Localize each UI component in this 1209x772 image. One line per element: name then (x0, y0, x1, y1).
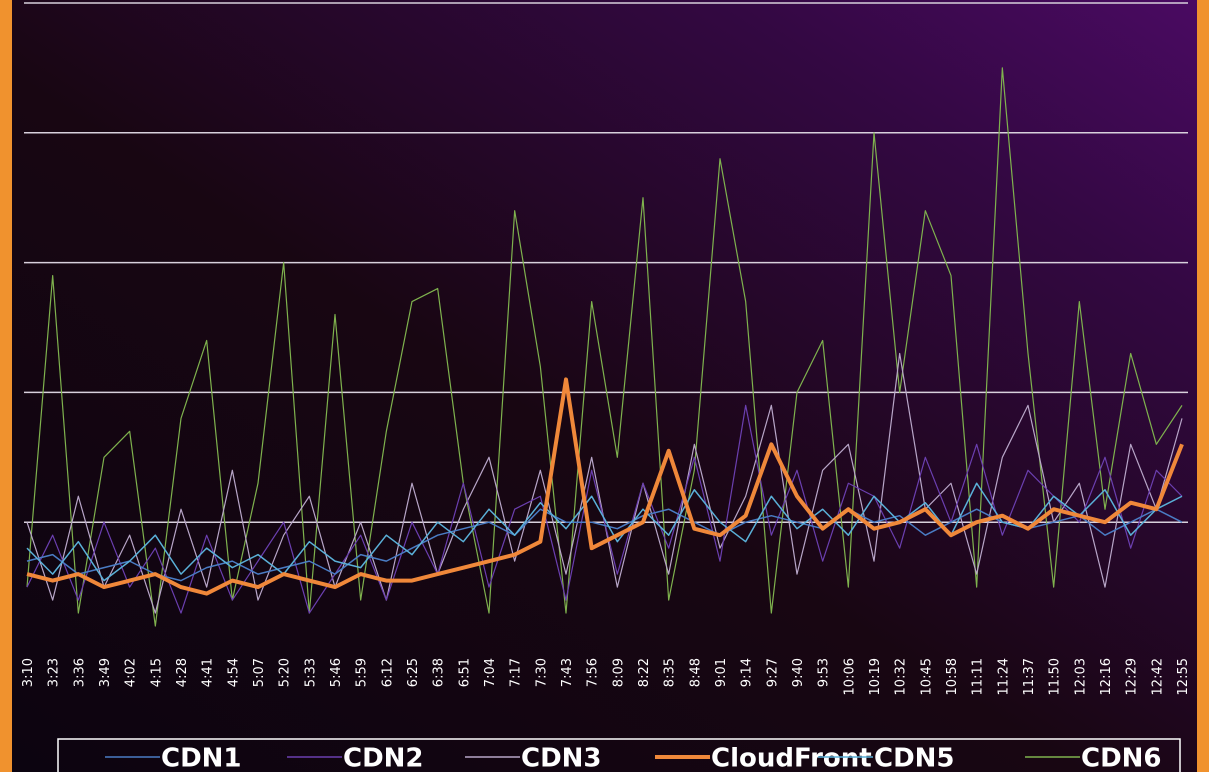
series-line (26, 404, 1183, 614)
x-tick-label: 7:30 (534, 658, 549, 687)
x-tick-label: 12:55 (1176, 658, 1191, 695)
legend-label: CDN6 (1081, 744, 1162, 772)
series-line (26, 482, 1183, 582)
x-tick-label: 12:03 (1073, 658, 1088, 695)
x-tick-label: 10:58 (945, 658, 960, 695)
background (12, 0, 1197, 772)
x-tick-label: 5:07 (252, 658, 267, 687)
legend-label: CDN3 (521, 744, 602, 772)
x-tick-label: 9:40 (791, 658, 806, 687)
x-tick-label: 5:20 (278, 658, 293, 687)
x-tick-label: 11:11 (971, 658, 986, 695)
x-tick-label: 11:24 (996, 658, 1011, 695)
x-tick-label: 10:19 (868, 658, 883, 695)
legend-label: CDN2 (343, 744, 424, 772)
series-line (26, 67, 1183, 627)
x-tick-label: 12:29 (1125, 658, 1140, 695)
x-tick-label: 5:33 (303, 658, 318, 687)
x-tick-label: 5:59 (355, 658, 370, 687)
x-tick-label: 10:06 (842, 658, 857, 695)
x-tick-label: 9:14 (740, 658, 755, 687)
x-tick-label: 8:22 (637, 658, 652, 687)
x-tick-label: 3:23 (47, 658, 62, 687)
x-tick-label: 12:16 (1099, 658, 1114, 695)
x-tick-label: 4:54 (226, 658, 241, 687)
x-tick-label: 4:41 (201, 658, 216, 687)
x-tick-label: 9:01 (714, 658, 729, 687)
x-tick-label: 11:50 (1048, 658, 1063, 695)
x-tick-label: 9:53 (817, 658, 832, 687)
x-tick-label: 4:28 (175, 658, 190, 687)
x-tick-label: 6:38 (432, 658, 447, 687)
x-tick-label: 8:35 (663, 658, 678, 687)
x-tick-label: 12:42 (1150, 658, 1165, 695)
x-tick-label: 10:45 (919, 658, 934, 695)
x-tick-label: 6:25 (406, 658, 421, 687)
x-tick-label: 7:17 (509, 658, 524, 687)
x-tick-label: 3:10 (21, 658, 36, 687)
legend-box (57, 738, 1181, 772)
x-tick-label: 4:02 (124, 658, 139, 687)
x-tick-label: 5:46 (329, 658, 344, 687)
x-tick-label: 8:48 (688, 658, 703, 687)
series-line (26, 508, 1183, 582)
legend-label: CDN5 (874, 744, 955, 772)
x-tick-label: 6:51 (457, 658, 472, 687)
x-tick-label: 7:56 (586, 658, 601, 687)
legend-label: CDN1 (161, 744, 242, 772)
x-tick-label: 3:36 (72, 658, 87, 687)
x-tick-label: 11:37 (1022, 658, 1037, 695)
x-tick-label: 4:15 (149, 658, 164, 687)
x-tick-label: 8:09 (611, 658, 626, 687)
x-tick-label: 3:49 (98, 658, 113, 687)
series-line (26, 377, 1184, 596)
x-tick-label: 7:43 (560, 658, 575, 687)
x-tick-label: 10:32 (894, 658, 909, 695)
x-tick-label: 9:27 (765, 658, 780, 687)
x-tick-label: 6:12 (380, 658, 395, 687)
x-tick-label: 7:04 (483, 658, 498, 687)
